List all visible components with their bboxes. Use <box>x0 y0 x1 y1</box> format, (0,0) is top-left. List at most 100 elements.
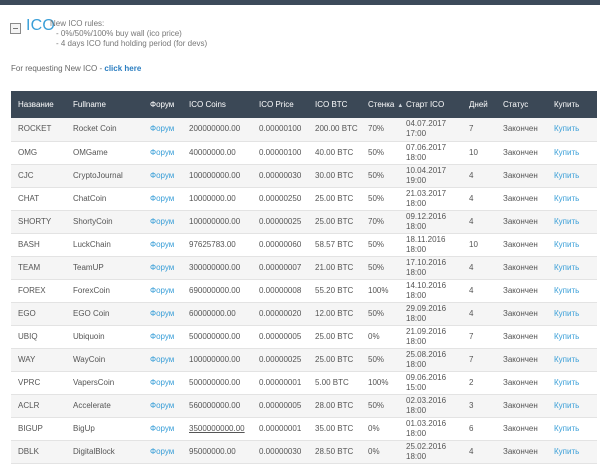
buy-link[interactable]: Купить <box>554 377 580 387</box>
cell-coins: 100000000.00 <box>189 170 241 180</box>
cell-start: 25.08.2016 18:00 <box>406 349 447 369</box>
table-row: DBLK DigitalBlock Форум 95000000.00 0.000000… <box>11 440 597 463</box>
cell-name: TEAM <box>18 262 41 272</box>
cell-fullname: DigitalBlock <box>73 446 115 456</box>
buy-link[interactable]: Купить <box>554 239 580 249</box>
forum-link[interactable]: Форум <box>150 124 175 134</box>
col-header-fullname[interactable]: Fullname <box>73 100 106 109</box>
col-header-buy[interactable]: Купить <box>554 100 580 109</box>
buy-link-cell: Купить <box>547 141 597 164</box>
col-header-price[interactable]: ICO Price <box>259 100 294 109</box>
cell-fullname: TeamUP <box>73 262 104 272</box>
cell-coins: 500000000.00 <box>189 331 241 341</box>
forum-link[interactable]: Форум <box>150 423 175 433</box>
forum-link[interactable]: Форум <box>150 446 175 456</box>
buy-link-cell: Купить <box>547 325 597 348</box>
forum-link-cell: Форум <box>143 118 182 141</box>
buy-link[interactable]: Купить <box>554 147 580 157</box>
cell-start: 25.02.2016 18:00 <box>406 441 447 461</box>
col-header-wall-label: Стенка <box>368 100 395 109</box>
cell-btc: 28.50 BTC <box>315 446 354 456</box>
forum-link[interactable]: Форум <box>150 170 175 180</box>
cell-days: 6 <box>469 423 474 433</box>
buy-link[interactable]: Купить <box>554 216 580 226</box>
cell-name: ROCKET <box>18 124 52 134</box>
request-line: For requesting New ICO - click here <box>11 64 141 73</box>
forum-link[interactable]: Форум <box>150 193 175 203</box>
buy-link[interactable]: Купить <box>554 262 580 272</box>
cell-days: 3 <box>469 400 474 410</box>
forum-link[interactable]: Форум <box>150 400 175 410</box>
table-row: EGO EGO Coin Форум 60000000.00 0.00000020 12.… <box>11 302 597 325</box>
buy-link[interactable]: Купить <box>554 354 580 364</box>
rule-item: - 0%/50%/100% buy wall (ico price) <box>56 29 182 38</box>
cell-coins: 100000000.00 <box>189 216 241 226</box>
forum-link[interactable]: Форум <box>150 308 175 318</box>
cell-coins: 10000000.00 <box>189 193 236 203</box>
cell-status: Закончен <box>503 400 538 410</box>
buy-link-cell: Купить <box>547 279 597 302</box>
cell-fullname: ChatCoin <box>73 193 107 203</box>
col-header-wall[interactable]: Стенка ▲ <box>361 91 403 118</box>
buy-link-cell: Купить <box>547 256 597 279</box>
buy-link[interactable]: Купить <box>554 446 580 456</box>
cell-fullname: EGO Coin <box>73 308 110 318</box>
buy-link[interactable]: Купить <box>554 331 580 341</box>
buy-link[interactable]: Купить <box>554 285 580 295</box>
cell-fullname: WayCoin <box>73 354 106 364</box>
table-row: WAY WayCoin Форум 100000000.00 0.00000025 25.… <box>11 348 597 371</box>
table-row: CJC CryptoJournal Форум 100000000.00 0.00000… <box>11 164 597 187</box>
cell-start: 17.10.2016 18:00 <box>406 257 447 277</box>
forum-link[interactable]: Форум <box>150 216 175 226</box>
cell-fullname: ShortyCoin <box>73 216 113 226</box>
col-header-start[interactable]: Старт ICO <box>406 100 445 109</box>
page-title: ICO <box>26 17 56 34</box>
forum-link[interactable]: Форум <box>150 377 175 387</box>
buy-link[interactable]: Купить <box>554 193 580 203</box>
cell-start: 02.03.2016 18:00 <box>406 395 447 415</box>
buy-link-cell: Купить <box>547 302 597 325</box>
request-link[interactable]: click here <box>104 64 142 73</box>
buy-link[interactable]: Купить <box>554 308 580 318</box>
cell-fullname: Ubiquoin <box>73 331 105 341</box>
forum-link[interactable]: Форум <box>150 262 175 272</box>
forum-link[interactable]: Форум <box>150 354 175 364</box>
col-header-status[interactable]: Статус <box>503 100 529 109</box>
forum-link-cell: Форум <box>143 164 182 187</box>
cell-status: Закончен <box>503 124 538 134</box>
buy-link-cell: Купить <box>547 118 597 141</box>
col-header-days[interactable]: Дней <box>469 100 488 109</box>
forum-link[interactable]: Форум <box>150 331 175 341</box>
cell-start: 09.12.2016 18:00 <box>406 211 447 231</box>
forum-link[interactable]: Форум <box>150 239 175 249</box>
cell-start: 10.04.2017 19:00 <box>406 165 447 185</box>
buy-link[interactable]: Купить <box>554 400 580 410</box>
cell-name: VPRC <box>18 377 41 387</box>
cell-price: 0.00000025 <box>259 354 302 364</box>
buy-link[interactable]: Купить <box>554 170 580 180</box>
buy-link[interactable]: Купить <box>554 124 580 134</box>
cell-wall: 50% <box>368 147 385 157</box>
buy-link[interactable]: Купить <box>554 423 580 433</box>
cell-days: 2 <box>469 377 474 387</box>
cell-btc: 40.00 BTC <box>315 147 354 157</box>
cell-start: 04.07.2017 17:00 <box>406 119 447 139</box>
cell-wall: 0% <box>368 423 380 433</box>
col-header-name[interactable]: Название <box>18 100 54 109</box>
forum-link[interactable]: Форум <box>150 147 175 157</box>
cell-name: ACLR <box>18 400 40 410</box>
cell-name: OMG <box>18 147 38 157</box>
collapse-icon[interactable] <box>10 23 21 34</box>
sort-icon[interactable]: ▲ <box>397 103 404 109</box>
cell-days: 7 <box>469 124 474 134</box>
col-header-btc[interactable]: ICO BTC <box>315 100 348 109</box>
col-header-forum[interactable]: Форум <box>150 100 175 109</box>
table-row: BIGUP BigUp Форум 3500000000.00 0.00000001 35… <box>11 417 597 440</box>
cell-fullname: Rocket Coin <box>73 124 117 134</box>
cell-price: 0.00000060 <box>259 239 302 249</box>
col-header-coins[interactable]: ICO Coins <box>189 100 226 109</box>
cell-days: 10 <box>469 147 478 157</box>
cell-wall: 50% <box>368 400 385 410</box>
forum-link[interactable]: Форум <box>150 285 175 295</box>
cell-name: FOREX <box>18 285 46 295</box>
